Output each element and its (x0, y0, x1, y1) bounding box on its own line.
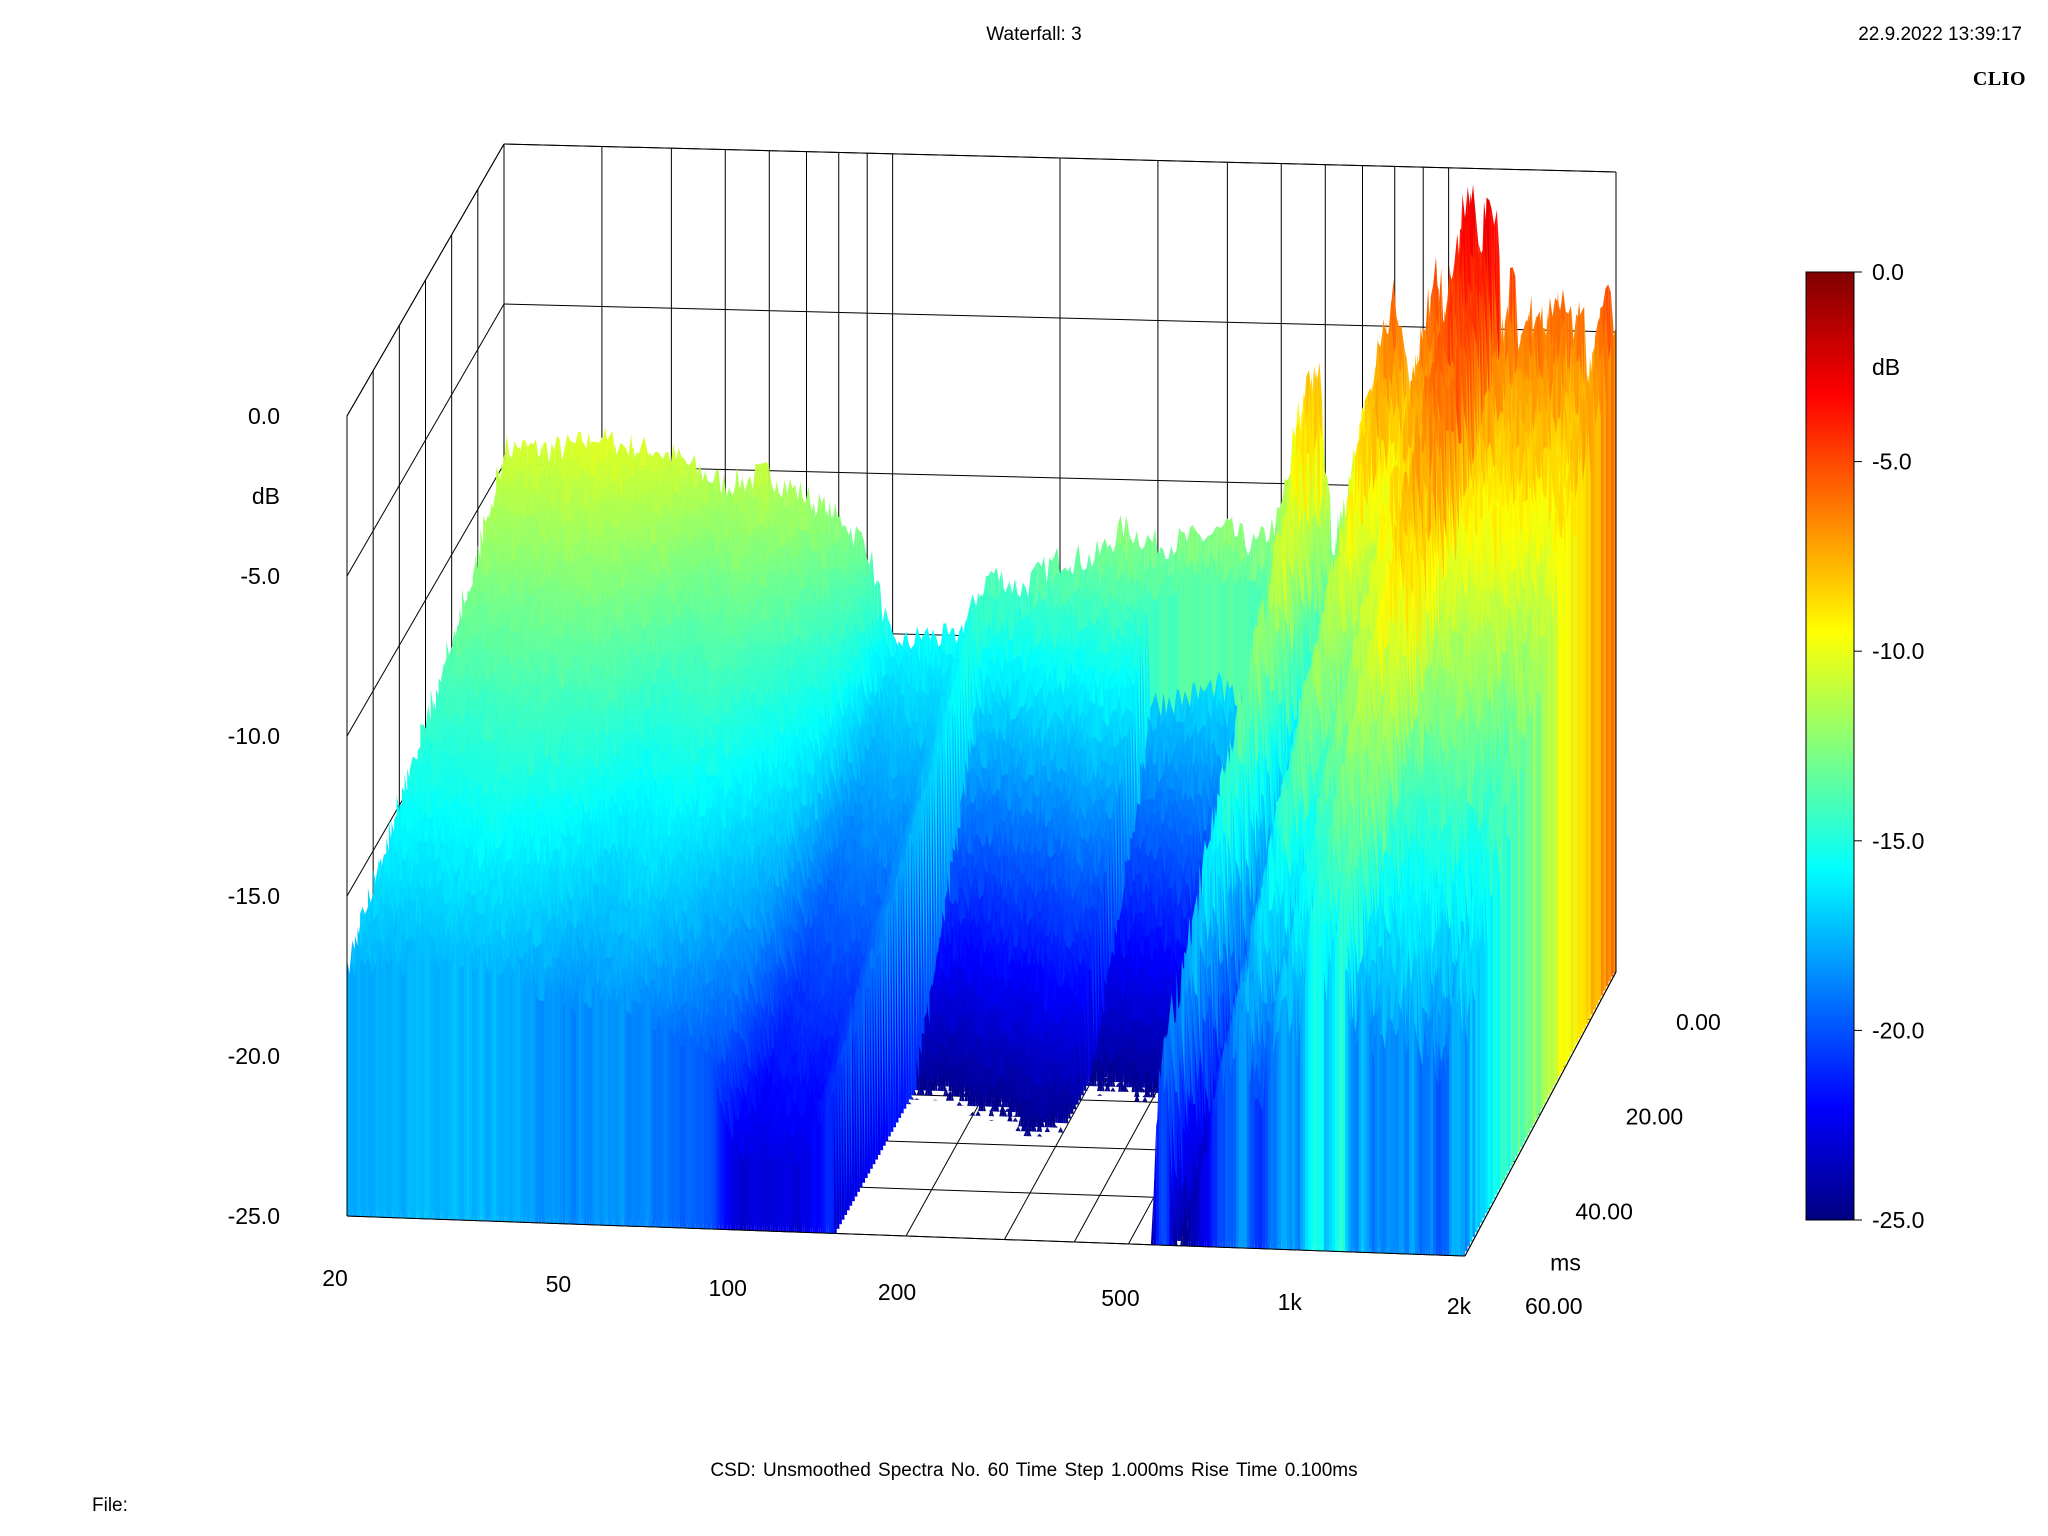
spectrum-segment (1588, 428, 1591, 1020)
csd-surface (347, 184, 1616, 1256)
spectrum-segment (1600, 352, 1604, 996)
spectrum-segment (1605, 313, 1609, 987)
spectrum-segment (1590, 384, 1594, 1015)
spectrum-segment (1595, 400, 1599, 1006)
spectrum-segment (1608, 345, 1611, 982)
spectrum-segment (1603, 344, 1606, 991)
spectrum-segment (1610, 292, 1614, 977)
spectrum-segment (1598, 393, 1601, 1001)
spectrum-segment (1593, 377, 1596, 1010)
